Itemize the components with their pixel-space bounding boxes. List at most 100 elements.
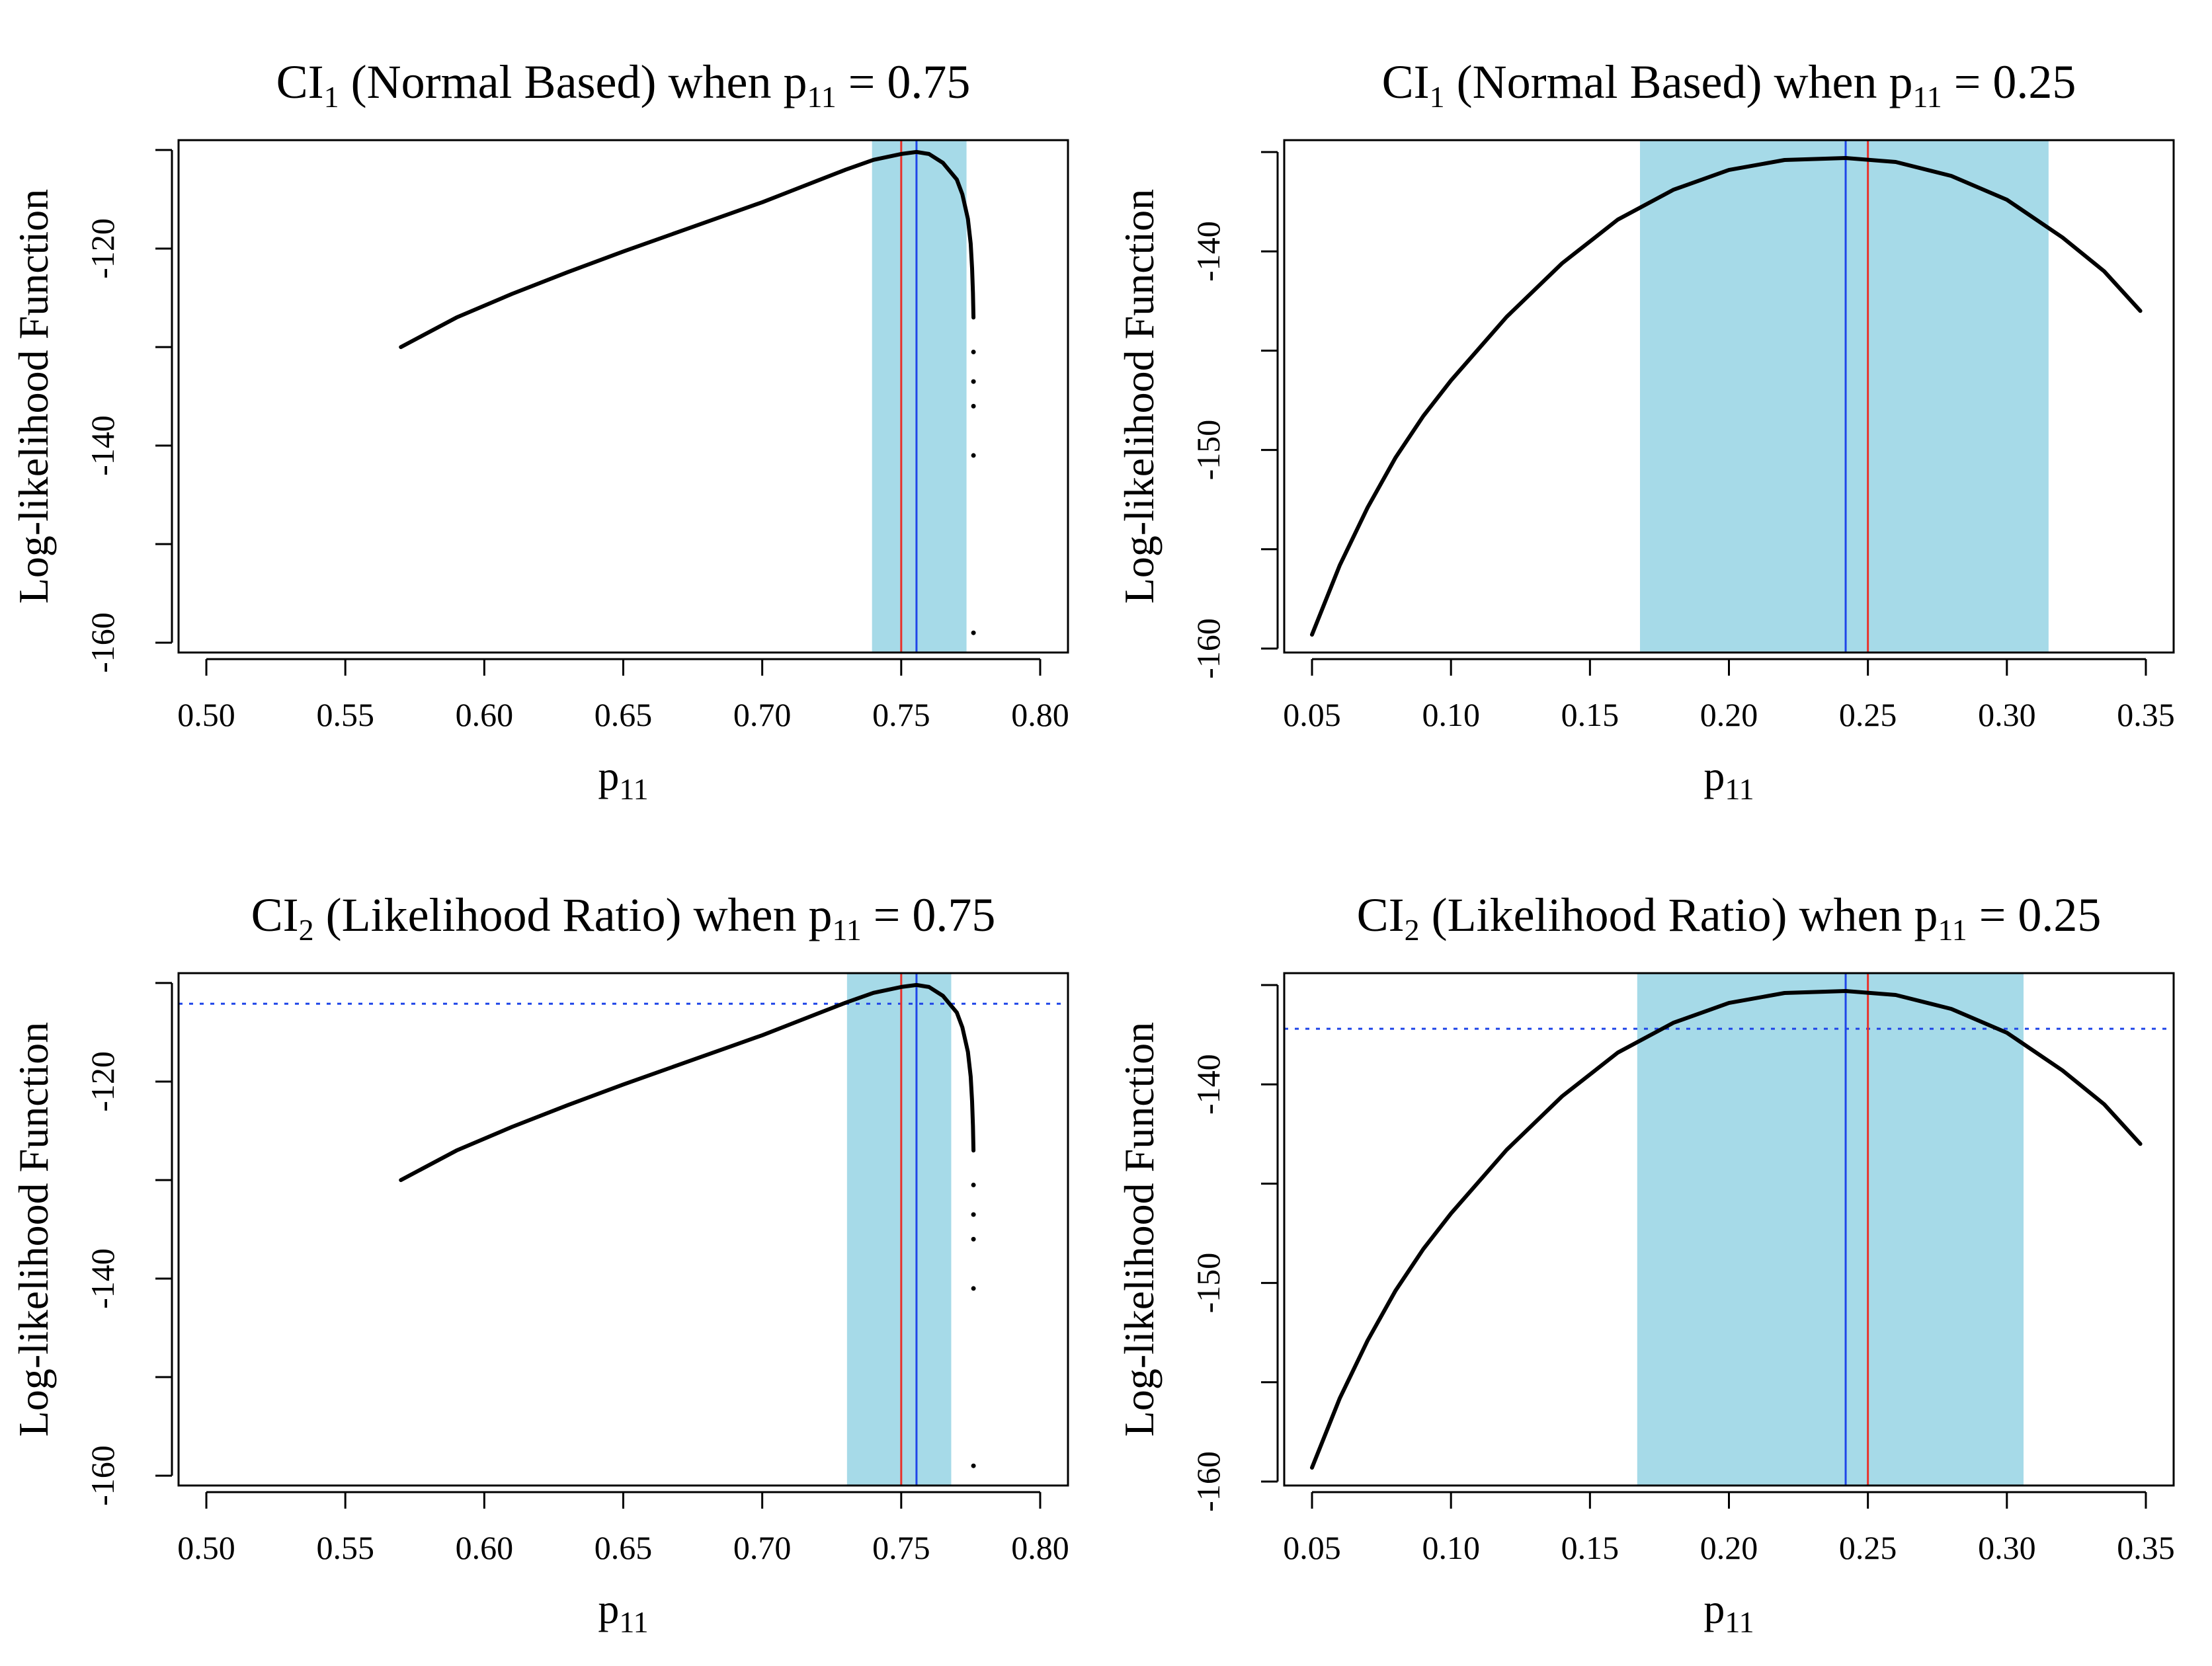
title-subscript: 1 <box>1430 80 1445 114</box>
title-part: CI <box>1357 889 1405 941</box>
loglik-curve <box>399 982 976 1182</box>
panel-title: CI1 (Normal Based) when p11 = 0.75 <box>276 56 971 114</box>
curve-point <box>971 1463 976 1468</box>
y-tick-label: -160 <box>84 612 121 673</box>
chart-bottom-left: 0.50 0.55 0.60 0.65 0.70 0.75 0.80 -160 -140 -120… <box>10 889 1069 1639</box>
plot-frame <box>177 139 1069 654</box>
x-axis-title-base: p <box>1703 1585 1725 1632</box>
x-tick-label: 0.25 <box>1839 1529 1897 1566</box>
title-part: = 0.75 <box>837 56 971 108</box>
title-part: CI <box>1382 56 1430 108</box>
ci-band <box>872 140 967 653</box>
panel-top-right: 0.05 0.10 0.15 0.20 0.25 0.30 0.35 -160 -150 -140… <box>1106 0 2211 833</box>
x-tick-label: 0.05 <box>1283 1529 1341 1566</box>
plot-area <box>1284 973 2174 1486</box>
curve-point <box>971 1212 976 1217</box>
x-axis-title-sub: 11 <box>1725 1605 1754 1639</box>
x-tick-label: 0.05 <box>1283 696 1341 733</box>
y-axis-title: Log-likelihood Function <box>1116 189 1163 604</box>
x-tick-label: 0.35 <box>2117 1529 2175 1566</box>
x-tick-label: 0.50 <box>177 696 235 733</box>
title-part: = 0.75 <box>862 889 996 941</box>
title-part: CI <box>276 56 324 108</box>
title-subscript: 1 <box>324 80 339 114</box>
curve-point <box>971 379 976 384</box>
x-tick-label: 0.15 <box>1561 1529 1619 1566</box>
title-part: (Likelihood Ratio) when p <box>1420 889 1938 941</box>
y-tick-label: -160 <box>1190 1451 1227 1512</box>
y-axis-title: Log-likelihood Function <box>10 1022 57 1437</box>
title-part: = 0.25 <box>1967 889 2102 941</box>
x-tick-label: 0.70 <box>733 696 792 733</box>
panel-title: CI2 (Likelihood Ratio) when p11 = 0.25 <box>1357 889 2102 947</box>
x-axis-title-sub: 11 <box>619 772 648 806</box>
panel-title: CI2 (Likelihood Ratio) when p11 = 0.75 <box>251 889 996 947</box>
y-tick-label: -140 <box>84 1248 121 1309</box>
x-tick-label: 0.80 <box>1011 1529 1069 1566</box>
x-axis-title: p11 <box>1703 1585 1754 1639</box>
x-tick-label: 0.10 <box>1422 1529 1480 1566</box>
x-axis-title: p11 <box>598 1585 648 1639</box>
panel-top-left: 0.50 0.55 0.60 0.65 0.70 0.75 0.80 -160 -140 -120… <box>0 0 1106 833</box>
panel-title: CI1 (Normal Based) when p11 = 0.25 <box>1382 56 2076 114</box>
plot-area <box>399 140 976 653</box>
plot-area <box>179 973 1068 1486</box>
x-tick-label: 0.75 <box>872 1529 930 1566</box>
x-axis-title-sub: 11 <box>1725 772 1754 806</box>
title-subscript: 11 <box>1912 80 1942 114</box>
plot-frame <box>1283 972 2175 1487</box>
x-tick-label: 0.30 <box>1978 1529 2036 1566</box>
chart-top-left: 0.50 0.55 0.60 0.65 0.70 0.75 0.80 -160 -140 -120… <box>10 56 1069 806</box>
x-tick-label: 0.65 <box>594 696 653 733</box>
y-axis-title: Log-likelihood Function <box>10 189 57 604</box>
loglik-curve <box>1310 156 2143 637</box>
x-tick-label: 0.65 <box>594 1529 653 1566</box>
x-axis-title-sub: 11 <box>619 1605 648 1639</box>
x-tick-label: 0.20 <box>1700 1529 1758 1566</box>
x-tick-label: 0.60 <box>456 696 514 733</box>
curve-point <box>971 1182 976 1187</box>
y-tick-label: -160 <box>84 1445 121 1506</box>
y-tick-label: -120 <box>84 1051 121 1112</box>
x-tick-label: 0.50 <box>177 1529 235 1566</box>
title-subscript: 11 <box>1938 913 1967 947</box>
ci-band <box>1637 973 2024 1486</box>
x-tick-label: 0.55 <box>316 1529 374 1566</box>
x-tick-label: 0.80 <box>1011 696 1069 733</box>
y-tick-label: -150 <box>1190 420 1227 481</box>
x-axis-title: p11 <box>1703 752 1754 806</box>
y-tick-label: -150 <box>1190 1253 1227 1314</box>
y-tick-label: -160 <box>1190 618 1227 679</box>
curve-point <box>971 1286 976 1291</box>
ci-band <box>846 973 952 1486</box>
x-tick-label: 0.55 <box>316 696 374 733</box>
curve-point <box>971 453 976 458</box>
y-tick-label: -140 <box>1190 221 1227 282</box>
title-subscript: 11 <box>807 80 836 114</box>
x-axis-title-base: p <box>1703 752 1725 799</box>
y-tick-label: -120 <box>84 218 121 279</box>
loglik-curve <box>399 149 976 349</box>
y-tick-label: -140 <box>1190 1054 1227 1115</box>
x-tick-label: 0.25 <box>1839 696 1897 733</box>
x-tick-label: 0.35 <box>2117 696 2175 733</box>
curve-point <box>971 1236 976 1242</box>
x-tick-label: 0.15 <box>1561 696 1619 733</box>
x-axis-title-base: p <box>598 752 619 799</box>
title-subscript: 2 <box>1405 913 1420 947</box>
x-tick-label: 0.75 <box>872 696 930 733</box>
chart-bottom-right: 0.05 0.10 0.15 0.20 0.25 0.30 0.35 -160 -150 -140… <box>1116 889 2175 1639</box>
ci-band <box>1640 140 2049 653</box>
chart-top-right: 0.05 0.10 0.15 0.20 0.25 0.30 0.35 -160 -150 -140… <box>1116 56 2175 806</box>
curve-point <box>971 630 976 635</box>
title-subscript: 11 <box>832 913 861 947</box>
curve-point <box>971 349 976 354</box>
y-axis-title: Log-likelihood Function <box>1116 1022 1163 1437</box>
x-tick-label: 0.20 <box>1700 696 1758 733</box>
curve-point <box>971 403 976 409</box>
title-part: (Normal Based) when p <box>339 56 807 108</box>
x-tick-label: 0.70 <box>733 1529 792 1566</box>
x-axis-title-base: p <box>598 1585 619 1632</box>
title-subscript: 2 <box>299 913 314 947</box>
